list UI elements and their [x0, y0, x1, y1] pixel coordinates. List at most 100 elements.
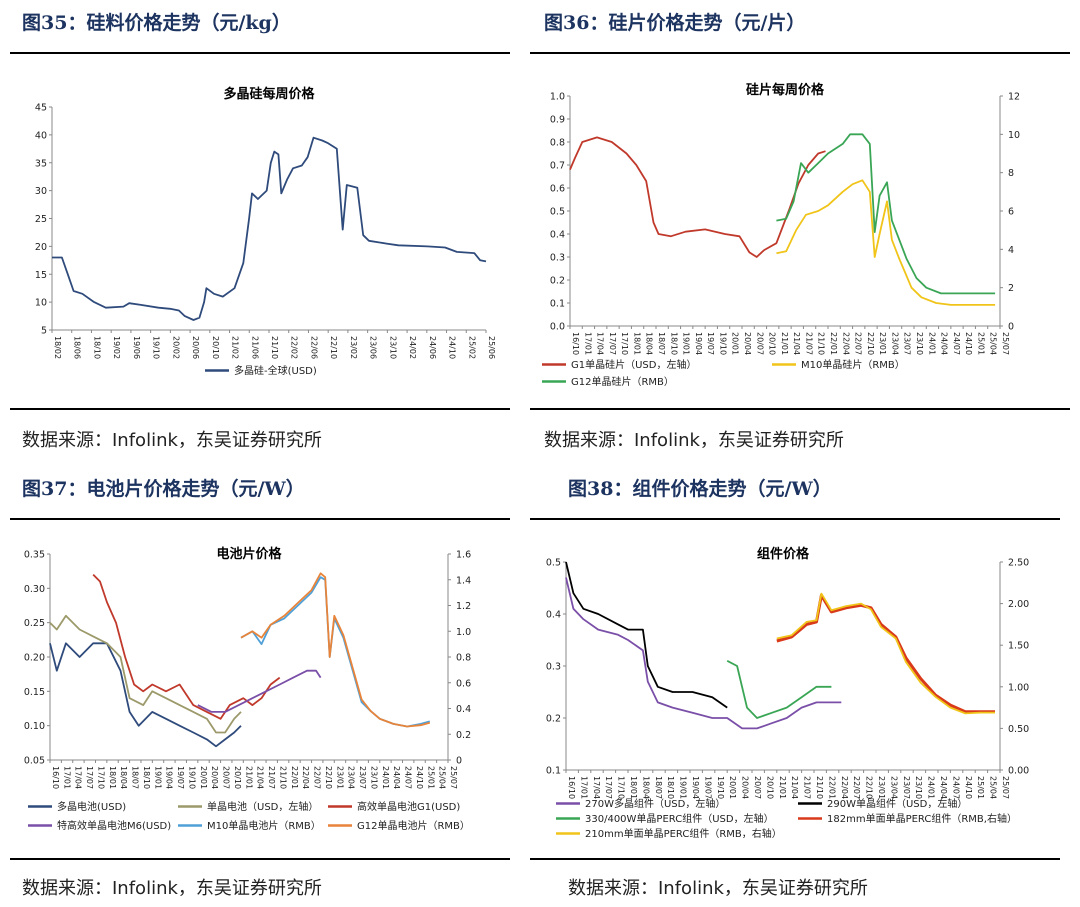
series-line [776, 593, 995, 714]
x-tick-label: 20/04 [210, 766, 219, 789]
x-tick-label: 16/10 [567, 776, 576, 799]
legend-label: G12单晶电池片（RMB） [357, 819, 470, 832]
chart-title: 组件价格 [757, 546, 810, 562]
x-tick-label: 20/07 [222, 766, 231, 789]
x-tick-label: 17/01 [583, 332, 592, 355]
y2-tick-label: 1.50 [1008, 641, 1029, 652]
x-tick-label: 24/07 [952, 332, 961, 355]
x-tick-label: 18/01 [108, 766, 117, 789]
legend-label: 330/400W单晶PERC组件（USD，左轴） [585, 812, 774, 825]
legend-label: 高效单晶电池G1(USD) [357, 800, 460, 813]
y2-tick-label: 0 [1008, 322, 1014, 333]
series-line [49, 614, 242, 734]
y2-tick-label: 2.50 [1008, 558, 1029, 569]
x-tick-label: 25/01 [426, 766, 435, 789]
x-tick-label: 21/04 [792, 332, 801, 355]
legend-label: M10单晶电池片（RMB） [207, 819, 321, 832]
y-tick-label: 45 [35, 103, 47, 114]
y2-tick-label: 0.00 [1008, 766, 1029, 777]
x-tick-label: 22/04 [840, 776, 849, 799]
y-tick-label: 0.2 [550, 276, 565, 287]
legend-label: 单晶电池（USD，左轴） [207, 800, 318, 813]
x-tick-label: 25/07 [1001, 332, 1010, 355]
y-tick-label: 10 [35, 298, 47, 309]
title-rule [530, 52, 1070, 54]
x-tick-label: 24/04 [940, 332, 949, 355]
legend-label: 多晶电池(USD) [57, 800, 126, 813]
y2-tick-label: 4 [1008, 245, 1014, 256]
y2-tick-label: 1.2 [456, 601, 471, 612]
x-tick-label: 22/07 [313, 766, 322, 789]
y-tick-label: 35 [35, 158, 47, 169]
legend-label: 多晶硅-全球(USD) [234, 364, 317, 377]
x-tick-label: 24/04 [939, 776, 948, 799]
x-tick-label: 17/01 [579, 776, 588, 799]
chart-title: 多晶硅每周价格 [223, 86, 315, 102]
x-tick-label: 16/10 [51, 766, 60, 789]
x-tick-label: 17/01 [62, 766, 71, 789]
x-tick-label: 22/07 [852, 776, 861, 799]
x-tick-label: 23/07 [903, 332, 912, 355]
y-tick-label: 0.7 [550, 161, 565, 172]
x-tick-label: 21/07 [804, 332, 813, 355]
y2-tick-label: 1.0 [456, 627, 471, 638]
y2-tick-label: 1.4 [456, 575, 471, 586]
x-tick-label: 25/01 [976, 332, 985, 355]
series-line [49, 642, 242, 748]
chart-cell: 电池片价格 0.05 0.10 0.15 0.20 0.25 0.30 0.35 0 0.2 0.4… [24, 546, 471, 832]
chart-title: 电池片价格 [216, 546, 282, 562]
y2-tick-label: 12 [1008, 92, 1020, 103]
x-tick-label: 25/07 [1001, 776, 1010, 799]
y2-tick-label: 0.4 [456, 704, 471, 715]
source-rule [10, 858, 510, 860]
y2-tick-label: 0.6 [456, 678, 471, 689]
x-tick-label: 19/10 [718, 332, 727, 355]
x-tick-label: 18/10 [666, 776, 675, 799]
x-tick-label: 19/07 [703, 776, 712, 799]
x-tick-label: 20/01 [728, 776, 737, 799]
x-tick-label: 21/10 [270, 336, 279, 359]
series-line [240, 576, 431, 728]
figure-title: 图35：硅料价格走势（元/kg） [22, 12, 291, 34]
x-tick-label: 25/06 [487, 336, 496, 359]
source-rule [530, 858, 1060, 860]
x-tick-label: 23/01 [335, 766, 344, 789]
y-tick-label: 0.4 [550, 230, 565, 241]
x-tick-label: 19/04 [694, 332, 703, 355]
x-tick-label: 23/04 [890, 332, 899, 355]
x-tick-label: 25/04 [989, 332, 998, 355]
title-rule [10, 518, 510, 520]
x-tick-label: 23/01 [878, 332, 887, 355]
y2-tick-label: 1.6 [456, 550, 471, 561]
y2-tick-label: 0.2 [456, 730, 471, 741]
x-tick-label: 23/10 [369, 766, 378, 789]
x-tick-label: 17/04 [592, 776, 601, 799]
y2-tick-label: 2.00 [1008, 599, 1029, 610]
x-tick-label: 21/01 [780, 332, 789, 355]
source-rule [10, 408, 510, 410]
legend-label: M10单晶硅片（RMB） [801, 358, 905, 371]
y-tick-label: 25 [35, 214, 47, 225]
source-note: 数据来源：Infolink，东吴证券研究所 [568, 878, 868, 899]
y2-tick-label: 6 [1008, 207, 1014, 218]
x-tick-label: 20/02 [171, 336, 180, 359]
title-rule [530, 518, 1060, 520]
x-tick-label: 18/04 [645, 332, 654, 355]
x-tick-label: 23/07 [902, 776, 911, 799]
x-tick-label: 19/04 [165, 766, 174, 789]
x-tick-label: 23/01 [877, 776, 886, 799]
x-tick-label: 20/01 [199, 766, 208, 789]
x-tick-label: 24/07 [951, 776, 960, 799]
y-tick-label: 0.9 [550, 115, 565, 126]
x-tick-label: 17/10 [617, 776, 626, 799]
y-tick-label: 1.0 [550, 92, 565, 103]
x-tick-label: 25/07 [449, 766, 458, 789]
y-tick-label: 0.0 [550, 322, 565, 333]
x-tick-label: 17/07 [85, 766, 94, 789]
x-tick-label: 18/10 [142, 766, 151, 789]
y-tick-label: 0.3 [550, 253, 565, 264]
x-tick-label: 23/10 [915, 332, 924, 355]
source-note: 数据来源：Infolink，东吴证券研究所 [544, 430, 844, 451]
x-tick-label: 20/04 [743, 332, 752, 355]
x-tick-label: 23/06 [369, 336, 378, 359]
